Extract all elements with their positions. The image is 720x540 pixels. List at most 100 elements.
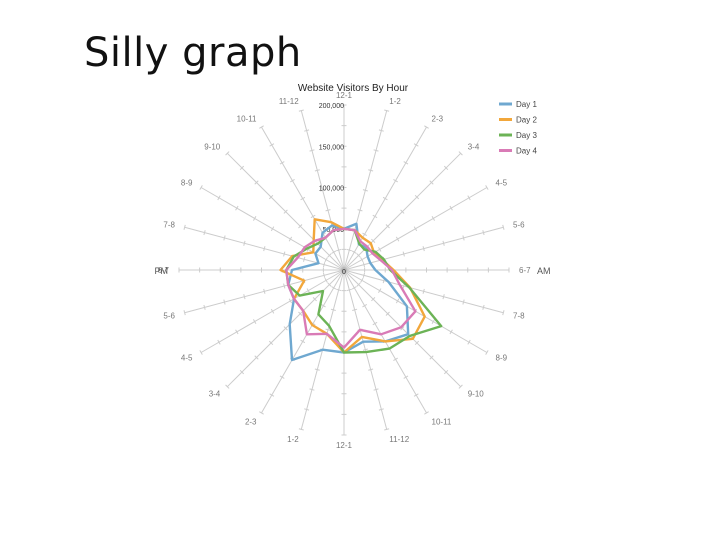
ring-label: 200,000 xyxy=(319,103,344,110)
legend-label: Day 4 xyxy=(516,147,537,156)
spoke-tick xyxy=(485,350,489,355)
spoke-tick xyxy=(393,357,398,361)
spoke-tick xyxy=(325,328,331,331)
spoke-label: 3-4 xyxy=(468,142,480,151)
spoke-tick xyxy=(298,109,304,112)
center-dot xyxy=(341,267,347,273)
spoke-tick xyxy=(357,209,363,212)
spoke-tick xyxy=(325,209,331,212)
spoke-tick xyxy=(360,257,364,263)
spoke-tick xyxy=(443,165,449,171)
spoke-tick xyxy=(259,411,264,415)
spoke-tick xyxy=(288,236,293,242)
spoke-tick xyxy=(243,240,246,246)
am-label: AM xyxy=(537,266,551,276)
chart-legend: Day 1 Day 2 Day 3 Day 4 xyxy=(499,100,537,156)
spoke-tick xyxy=(422,288,425,294)
spoke-tick xyxy=(431,216,435,221)
spoke-tick xyxy=(482,304,485,310)
spoke-tick xyxy=(372,214,378,219)
spoke-tick xyxy=(223,299,226,305)
spoke-tick xyxy=(254,180,259,185)
spoke-tick xyxy=(331,250,337,254)
spoke-tick xyxy=(372,321,378,326)
spoke-tick xyxy=(362,348,368,351)
spoke-tick xyxy=(378,408,384,411)
spoke-tick xyxy=(283,251,286,257)
spoke-tick xyxy=(384,109,390,112)
spoke-tick xyxy=(384,428,390,431)
spoke-tick xyxy=(331,286,337,290)
pm-label: PM xyxy=(155,266,169,276)
spoke-tick xyxy=(322,272,326,278)
spoke-tick xyxy=(402,251,405,257)
center-label: 0 xyxy=(342,269,346,276)
spoke-tick xyxy=(217,195,221,201)
spoke-tick xyxy=(385,224,390,229)
spoke-tick xyxy=(449,205,453,211)
spoke-tick xyxy=(298,224,303,229)
spoke-label: 2-3 xyxy=(432,114,444,123)
spoke-label: 10-11 xyxy=(237,114,257,123)
spoke-tick xyxy=(199,350,203,355)
spoke-label: 4-5 xyxy=(496,179,508,188)
spoke-tick xyxy=(360,277,364,283)
spoke-label: 9-10 xyxy=(204,142,221,151)
spoke-tick xyxy=(458,384,463,389)
spoke-tick xyxy=(314,368,320,371)
spoke-tick xyxy=(362,189,368,192)
spoke-tick xyxy=(283,326,288,331)
legend-label: Day 1 xyxy=(516,100,537,109)
spoke-tick xyxy=(268,340,274,346)
spoke-tick xyxy=(362,262,366,268)
spoke-tick xyxy=(414,340,420,346)
spoke-tick xyxy=(485,185,489,190)
spoke-tick xyxy=(304,129,310,132)
spoke-label: 5-6 xyxy=(163,311,175,320)
spoke-tick xyxy=(310,214,316,219)
spoke-tick xyxy=(304,408,310,411)
spoke-tick xyxy=(327,253,332,258)
spoke-tick xyxy=(467,195,471,201)
spoke-tick xyxy=(403,161,409,165)
slide-title: Silly graph xyxy=(84,30,302,76)
spoke-tick xyxy=(279,161,285,165)
spoke-tick xyxy=(203,230,206,236)
spoke-tick xyxy=(467,339,471,345)
spoke-tick xyxy=(395,236,400,242)
spoke-tick xyxy=(346,248,352,252)
spoke-label: 9-10 xyxy=(468,390,485,399)
spoke-tick xyxy=(225,384,230,389)
spoke-tick xyxy=(403,375,409,379)
legend-label: Day 3 xyxy=(516,131,537,140)
spoke-tick xyxy=(259,125,264,129)
spoke-tick xyxy=(482,230,485,236)
spoke-tick xyxy=(309,149,315,152)
spoke-tick xyxy=(442,240,445,246)
spoke-tick xyxy=(395,298,400,304)
spoke-tick xyxy=(269,393,275,397)
spoke-tick xyxy=(320,304,326,308)
spoke-tick xyxy=(429,180,434,185)
spoke-tick xyxy=(378,246,382,252)
spoke-tick xyxy=(306,288,310,294)
spoke-tick xyxy=(235,205,239,211)
spoke-tick xyxy=(385,311,390,316)
ring-label: 150,000 xyxy=(319,144,344,151)
spoke-labels: 12-1 1-2 2-3 3-4 4-5 5-6 6-7 7-8 8-9 9-10 10-11 11-… xyxy=(157,91,531,450)
spoke-tick xyxy=(288,298,293,304)
legend-label: Day 2 xyxy=(516,116,537,125)
spoke-tick xyxy=(336,288,342,292)
spoke-tick xyxy=(422,246,425,252)
spoke-tick xyxy=(431,319,435,324)
spoke-tick xyxy=(336,248,342,252)
spoke-label: 6-7 xyxy=(519,266,531,275)
spoke-tick xyxy=(373,388,379,391)
spoke-tick xyxy=(362,304,368,308)
spoke-tick xyxy=(203,304,206,310)
spoke-tick xyxy=(413,143,419,147)
spoke-label: 7-8 xyxy=(513,311,525,320)
spoke-label: 7-8 xyxy=(163,221,175,230)
spoke-tick xyxy=(368,169,374,172)
series-line xyxy=(285,227,443,354)
